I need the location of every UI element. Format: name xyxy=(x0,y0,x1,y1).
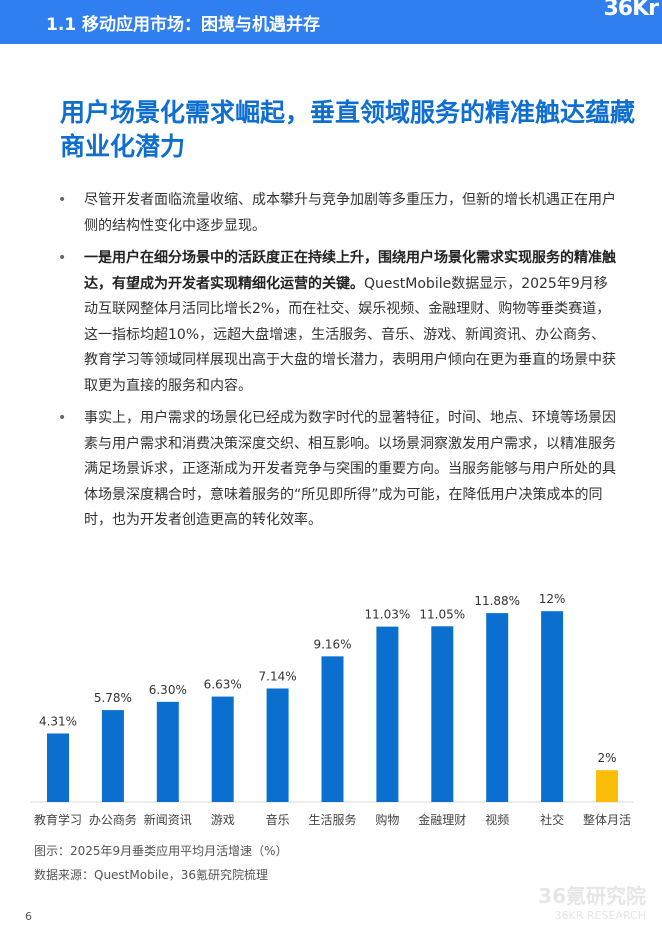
watermark: 36氪研究院 36KR RESEARCH xyxy=(538,880,646,922)
category-label: 游戏 xyxy=(211,813,235,827)
data-label: 6.63% xyxy=(204,678,242,692)
data-label: 4.31% xyxy=(39,714,77,728)
bullet-icon: • xyxy=(58,192,67,208)
data-label: 5.78% xyxy=(94,691,132,705)
category-label: 新闻资讯 xyxy=(144,812,192,827)
bar xyxy=(486,613,509,802)
bar xyxy=(376,626,399,802)
bar xyxy=(211,696,234,802)
bullet-item: • 尽管开发者面临流量收缩、成本攀升与竞争加剧等多重压力，但新的增长机遇正在用户侧… xyxy=(58,188,618,239)
category-label: 生活服务 xyxy=(308,812,356,827)
bullet-list: • 尽管开发者面临流量收缩、成本攀升与竞争加剧等多重压力，但新的增长机遇正在用户侧… xyxy=(58,188,618,541)
category-label: 视频 xyxy=(485,812,509,827)
bar xyxy=(156,701,179,802)
category-label: 教育学习 xyxy=(34,812,82,827)
data-label: 11.03% xyxy=(365,608,411,622)
data-label: 7.14% xyxy=(259,669,297,683)
chart-caption: 图示：2025年9月垂类应用平均月活增速（%） xyxy=(34,844,288,858)
bullet-text: 事实上，用户需求的场景化已经成为数字时代的显著特征，时间、地点、环境等场景因素与… xyxy=(84,410,616,528)
bullet-bold: 一是用户在细分场景中的活跃度正在持续上升，围绕用户场景化需求实现服务的精准触达，… xyxy=(84,250,616,292)
section-title: 1.1 移动应用市场：困境与机遇并存 xyxy=(46,15,321,35)
bar xyxy=(596,770,618,802)
category-label: 社交 xyxy=(540,812,564,827)
header-bar: 1.1 移动应用市场：困境与机遇并存 36Kr xyxy=(0,0,662,44)
bullet-text: 尽管开发者面临流量收缩、成本攀升与竞争加剧等多重压力，但新的增长机遇正在用户侧的… xyxy=(84,192,616,234)
bar xyxy=(541,611,564,802)
page-number: 6 xyxy=(25,910,32,923)
category-label: 办公商务 xyxy=(89,812,137,827)
category-label: 金融理财 xyxy=(418,812,466,827)
bullet-item: • 事实上，用户需求的场景化已经成为数字时代的显著特征，时间、地点、环境等场景因素… xyxy=(58,406,618,534)
data-label: 2% xyxy=(597,751,616,765)
bullet-icon: • xyxy=(58,250,67,266)
data-label: 11.05% xyxy=(419,607,465,621)
bar xyxy=(47,733,69,802)
bullet-item: • 一是用户在细分场景中的活跃度正在持续上升，围绕用户场景化需求实现服务的精准触达… xyxy=(58,246,618,399)
category-label: 音乐 xyxy=(266,812,290,827)
data-label: 9.16% xyxy=(313,637,351,651)
bar xyxy=(101,710,124,802)
bar-chart: 4.31% 教育学习 5.78% 办公商务 6.30% 新闻资讯 6.63% 游戏 7.14% 音… xyxy=(30,592,634,827)
brand-logo: 36Kr xyxy=(603,0,659,21)
bar xyxy=(431,626,454,802)
bullet-icon: • xyxy=(58,410,67,426)
data-label: 11.88% xyxy=(474,594,520,608)
bar xyxy=(321,656,344,802)
watermark-cn: 36氪研究院 xyxy=(538,884,646,908)
data-label: 6.30% xyxy=(149,683,187,697)
data-label: 12% xyxy=(539,592,566,606)
bullet-text: QuestMobile数据显示，2025年9月移动互联网整体月活同比增长2%，而… xyxy=(84,275,616,394)
chart-source: 数据来源：QuestMobile，36氪研究院梳理 xyxy=(34,868,269,882)
bar xyxy=(266,688,289,802)
category-label: 购物 xyxy=(375,812,399,827)
page-headline: 用户场景化需求崛起，垂直领域服务的精准触达蕴藏商业化潜力 xyxy=(60,98,636,161)
watermark-en: 36KR RESEARCH xyxy=(554,909,646,922)
category-label: 整体月活 xyxy=(583,812,631,827)
